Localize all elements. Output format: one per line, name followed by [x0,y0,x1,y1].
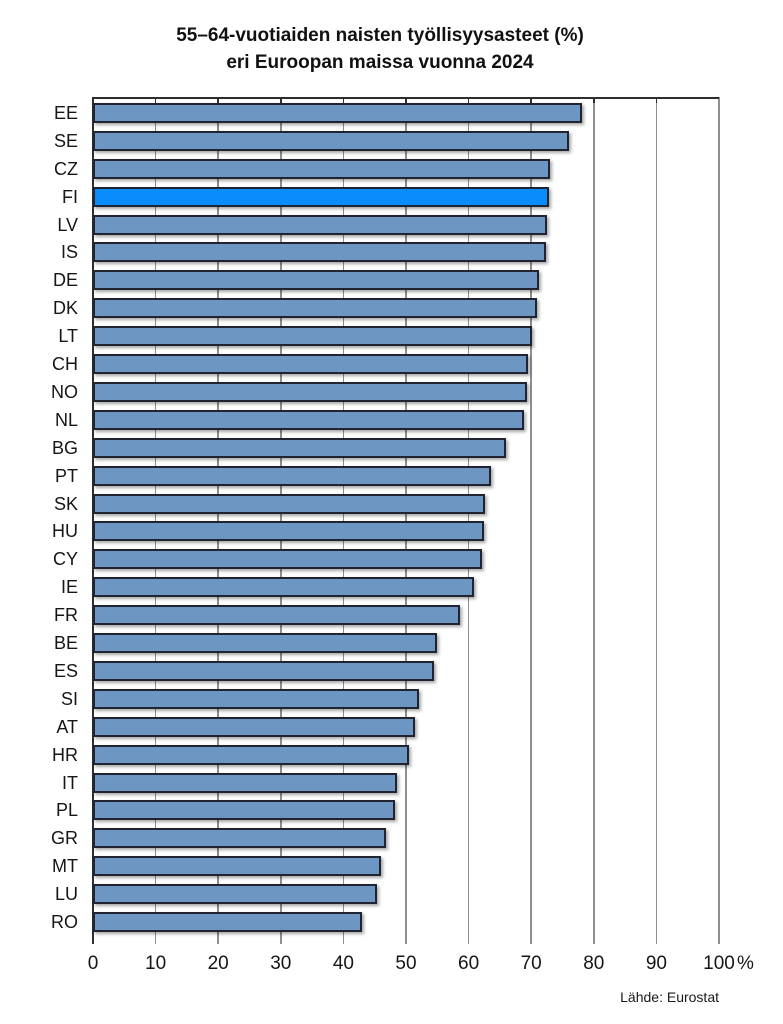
x-tick-label-10: 10 [145,953,167,974]
category-label-RO: RO [51,912,78,933]
gridline-70 [530,97,532,944]
gridline-100 [718,97,720,944]
x-tick-label-50: 50 [395,953,417,974]
bar-SE [93,130,570,151]
bar-CZ [93,158,550,179]
category-label-SI: SI [60,688,78,709]
x-axis-unit-label: % [737,953,754,974]
bar-MT [93,856,381,877]
gridline-10 [154,97,157,944]
x-tick-label-60: 60 [458,953,480,974]
bar-HU [93,521,484,542]
top-tick-70 [530,97,532,103]
source-note: Lähde: Eurostat [620,989,719,1005]
chart-title: 55–64-vuotiaiden naisten työllisyysastee… [0,22,760,76]
bar-IS [93,242,547,263]
category-label-GR: GR [51,828,78,849]
category-label-IS: IS [60,242,78,263]
bar-RO [93,912,363,933]
bar-FR [93,605,460,626]
gridline-90 [655,97,658,944]
gridline-60 [467,97,470,944]
bar-SI [93,688,420,709]
bar-LT [93,326,532,347]
category-label-DE: DE [52,270,78,291]
bar-IT [93,772,397,793]
category-label-AT: AT [56,716,78,737]
bar-LU [93,884,378,905]
top-tick-30 [280,97,282,103]
category-label-LV: LV [57,214,78,235]
category-label-HU: HU [52,521,78,542]
bar-PT [93,465,492,486]
category-label-CY: CY [52,549,78,570]
bar-ES [93,660,435,681]
bar-BE [93,633,437,654]
category-label-FI: FI [62,186,78,207]
x-tick-label-90: 90 [645,953,667,974]
bar-NL [93,409,524,430]
top-tick-40 [342,97,345,103]
top-tick-50 [405,97,407,103]
top-tick-90 [655,97,658,103]
y-axis-line [92,97,94,944]
category-label-SE: SE [53,130,78,151]
x-tick-label-100: 100 [703,953,735,974]
category-label-HR: HR [52,744,78,765]
x-tick-label-40: 40 [332,953,354,974]
category-label-CH: CH [52,354,78,375]
bar-FI [93,186,549,207]
category-label-ES: ES [53,660,78,681]
top-tick-80 [593,97,595,103]
bar-DE [93,270,540,291]
chart-title-line1: 55–64-vuotiaiden naisten työllisyysastee… [176,25,584,46]
bar-PL [93,800,396,821]
category-label-CZ: CZ [54,158,78,179]
gridline-50 [405,97,407,944]
bar-LV [93,214,548,235]
bar-CH [93,354,529,375]
top-tick-10 [154,97,157,103]
category-label-DK: DK [52,298,78,319]
gridline-20 [217,97,219,944]
top-tick-20 [217,97,219,103]
category-label-MT: MT [52,856,78,877]
bar-AT [93,716,416,737]
gridline-30 [280,97,282,944]
bar-EE [93,102,582,123]
category-label-BE: BE [53,633,78,654]
category-label-PL: PL [55,800,78,821]
category-label-IT: IT [62,772,78,793]
gridline-80 [593,97,595,944]
category-label-EE: EE [53,102,78,123]
bar-GR [93,828,386,849]
top-tick-60 [467,97,470,103]
category-label-LU: LU [54,884,78,905]
x-tick-label-80: 80 [583,953,605,974]
x-tick-label-0: 0 [87,953,99,974]
category-label-FR: FR [54,605,78,626]
bar-NO [93,381,528,402]
bar-IE [93,577,474,598]
category-label-NL: NL [54,409,78,430]
category-label-BG: BG [51,437,78,458]
gridline-40 [342,97,345,944]
bar-BG [93,437,507,458]
x-tick-label-30: 30 [270,953,292,974]
bar-DK [93,298,538,319]
x-tick-label-70: 70 [520,953,542,974]
category-label-SK: SK [53,493,78,514]
category-label-NO: NO [51,381,78,402]
category-label-IE: IE [60,577,78,598]
bar-SK [93,493,485,514]
x-tick-label-20: 20 [207,953,229,974]
category-label-PT: PT [54,465,78,486]
bar-HR [93,744,410,765]
chart-title-line2: eri Euroopan maissa vuonna 2024 [226,52,534,73]
category-label-LT: LT [58,326,78,347]
bar-CY [93,549,483,570]
